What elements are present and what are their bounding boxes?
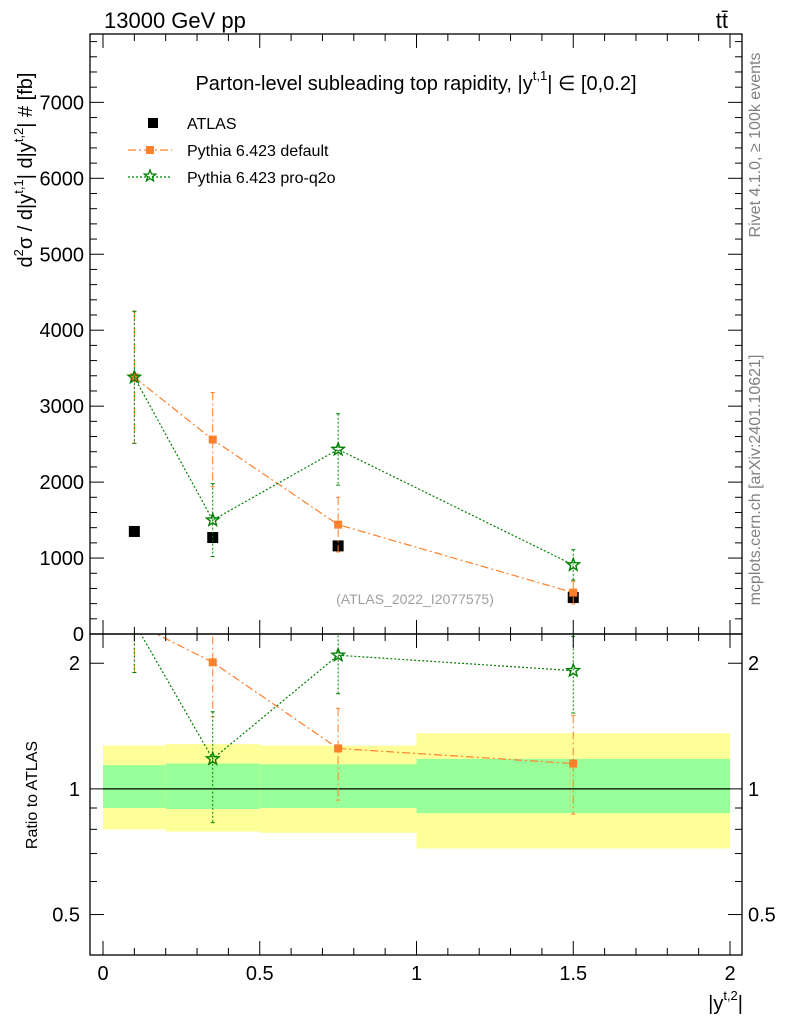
legend-marker-default [146,146,154,154]
ratio-ytick-label-right: 2 [748,653,759,675]
band-green-0 [103,765,166,808]
xlabel: |yt,2| [708,988,743,1015]
ratio-series-0-point [208,658,217,667]
series-1-point [334,520,343,529]
ratio-series-1 [128,616,582,824]
ylabel-part-1: 2 [11,249,26,256]
ratio-series-0-point [334,744,343,753]
band-green-1 [165,763,260,810]
ratio-ytick-label-left: 0.5 [52,905,80,927]
main-ytick-label: 5000 [40,244,85,266]
series-1-line [133,376,574,594]
analysis-watermark: (ATLAS_2022_I2077575) [336,591,494,607]
band-green-2 [259,764,417,808]
ratio-panel [128,616,582,824]
legend-marker-atlas [148,118,158,128]
ylabel-part-3: t,1 [11,179,26,193]
ylabel-part-5: t,2 [11,128,26,142]
series-2-point [204,511,221,527]
series-1-point [208,435,217,444]
ratio-ytick-label-left: 2 [69,653,80,675]
title-tail: | ∈ [0,0.2] [547,73,636,95]
main-ytick-label: 4000 [40,320,85,342]
main-ylabel: d2σ / d|yt,1| d|yt,2| # [fb] [11,73,37,268]
ratio-series-1-point [204,750,221,766]
xtick-label: 2 [724,963,735,985]
axes: 0 1000 2000 3000 4000 5000 6000 7000 0 0.5 1 1.5 2 0.… [40,33,776,985]
xlabel-main: |y [708,993,723,1015]
legend-label-default: Pythia 6.423 default [187,143,329,160]
header-left: 13000 GeV pp [104,8,246,33]
series-1-point [569,588,578,597]
series-0-point [128,525,140,537]
xtick-label: 1 [411,963,422,985]
ratio-series-0-point [130,619,138,627]
ratio-ylabel: Ratio to ATLAS [24,741,41,849]
xtick-label: 0 [97,963,108,985]
ratio-series-1-point [128,616,140,628]
series-2 [126,310,582,581]
ratio-ytick-label-right: 1 [748,779,759,801]
ratio-series-1-point [330,646,347,663]
main-ytick-label: 2000 [40,472,85,494]
ylabel-part-4: | d|y [15,142,37,179]
title-main: Parton-level subleading top rapidity, |y [195,73,532,95]
plot-title: Parton-level subleading top rapidity, |y… [195,68,636,95]
legend-label-atlas: ATLAS [187,116,237,133]
xlabel-sup: t,2 [723,988,737,1003]
series-2-point [126,368,143,385]
main-ytick-label: 7000 [40,92,85,114]
ylabel-part-6: | # [fb] [15,73,37,128]
ylabel-part-0: d [15,256,37,267]
xtick-label: 1.5 [559,963,587,985]
series-2-point [330,440,347,457]
ratio-ytick-label-right: 0.5 [748,905,776,927]
xtick-label: 0.5 [246,963,274,985]
xlabel-tail: | [738,993,743,1015]
main-ytick-label: 6000 [40,168,85,190]
main-ytick-label: 1000 [40,548,85,570]
ratio-series-1-line [140,634,574,760]
main-panel [126,310,582,605]
ratio-series-0-line [155,634,574,765]
legend: ATLAS Pythia 6.423 default Pythia 6.423 … [128,116,336,187]
main-ytick-label: 3000 [40,396,85,418]
ylabel-part-2: σ / d|y [15,194,37,249]
title-sup: t,1 [533,68,547,83]
ratio-series-1-point [565,662,582,678]
main-ytick-label: 0 [73,624,84,646]
ratio-bands [103,733,730,849]
ratio-series-0 [130,619,578,815]
ratio-ytick-label-left: 1 [69,779,80,801]
header-right: tt̄ [716,8,728,33]
ratio-series-0-point [569,759,578,768]
legend-marker-proq2o [142,168,158,183]
legend-label-proq2o: Pythia 6.423 pro-q2o [187,170,336,187]
rivet-label: Rivet 4.1.0, ≥ 100k events [747,53,764,238]
series-2-line [133,377,574,566]
mcplots-label: mcplots.cern.ch [arXiv:2401.10621] [747,355,764,606]
series-2-point [565,556,582,572]
